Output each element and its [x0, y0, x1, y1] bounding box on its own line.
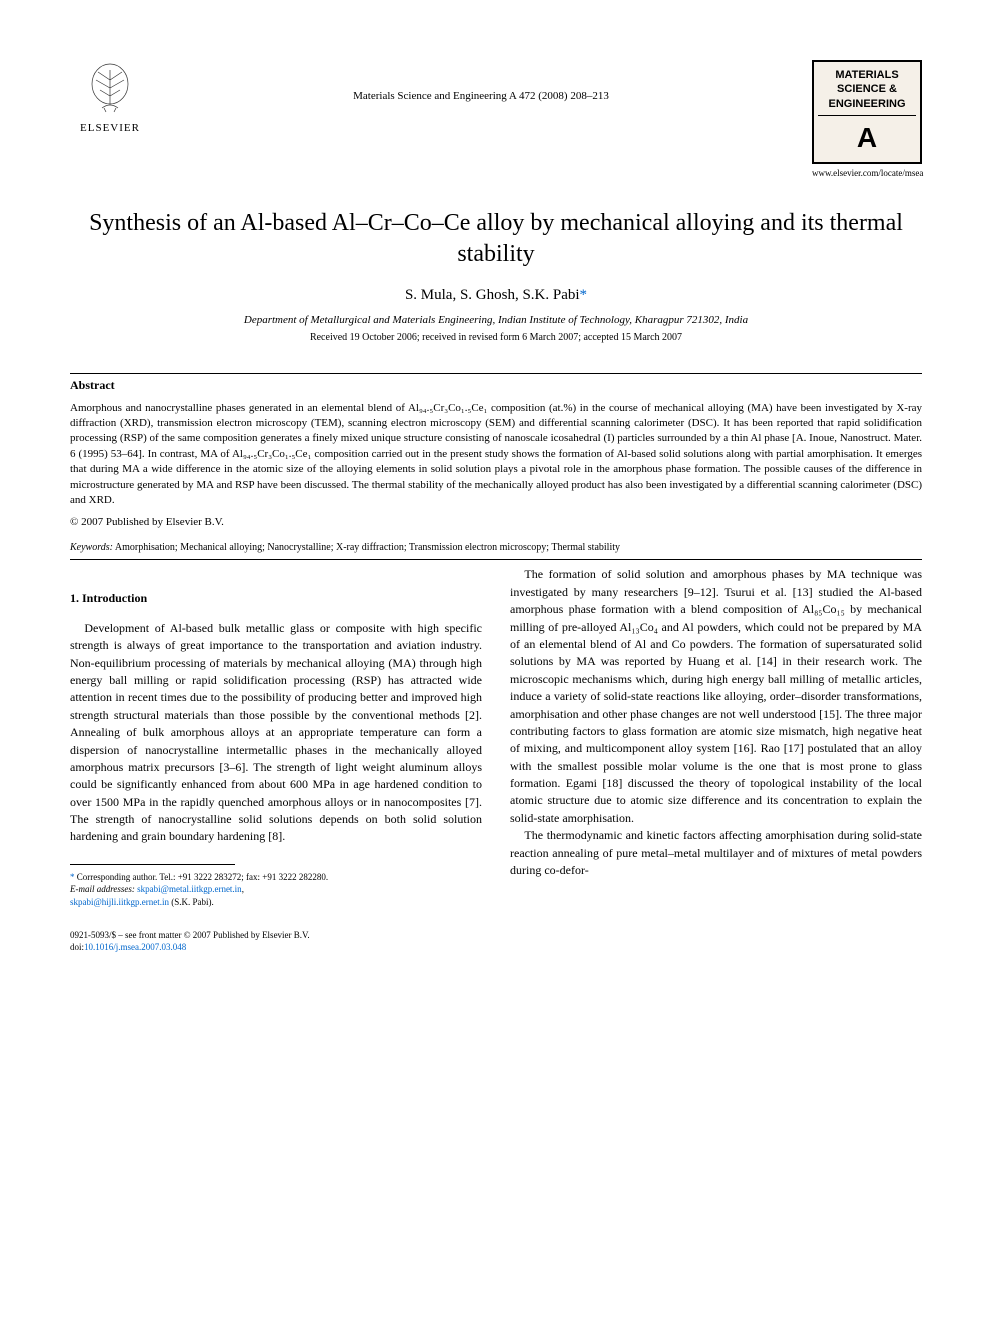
elsevier-label: ELSEVIER [80, 122, 140, 134]
email-link[interactable]: skpabi@metal.iitkgp.ernet.in [137, 884, 242, 894]
abstract-text: Amorphous and nanocrystalline phases gen… [70, 401, 922, 509]
footer-line: 0921-5093/$ – see front matter © 2007 Pu… [70, 929, 922, 942]
header-row: ELSEVIER Materials Science and Engineeri… [70, 60, 922, 178]
keywords-label: Keywords: [70, 542, 113, 553]
journal-logo-line: MATERIALS [818, 68, 916, 82]
section-heading: 1. Introduction [70, 590, 482, 607]
footer: 0921-5093/$ – see front matter © 2007 Pu… [70, 929, 922, 954]
keywords-text: Amorphisation; Mechanical alloying; Nano… [113, 542, 620, 553]
keywords: Keywords: Amorphisation; Mechanical allo… [70, 542, 922, 553]
left-column: 1. Introduction Development of Al-based … [70, 566, 482, 908]
divider [70, 373, 922, 374]
journal-logo-box: MATERIALS SCIENCE & ENGINEERING A [812, 60, 922, 164]
journal-url: www.elsevier.com/locate/msea [812, 168, 922, 178]
dates: Received 19 October 2006; received in re… [70, 332, 922, 343]
journal-logo-line: ENGINEERING [818, 97, 916, 111]
copyright: © 2007 Published by Elsevier B.V. [70, 516, 922, 528]
elsevier-logo: ELSEVIER [70, 60, 150, 134]
body-paragraph: The formation of solid solution and amor… [510, 566, 922, 827]
footnote-block: * Corresponding author. Tel.: +91 3222 2… [70, 871, 482, 909]
footnote-separator [70, 864, 235, 865]
body-paragraph: The thermodynamic and kinetic factors af… [510, 827, 922, 879]
journal-logo-letter: A [818, 120, 916, 156]
authors: S. Mula, S. Ghosh, S.K. Pabi* [70, 287, 922, 304]
right-column: The formation of solid solution and amor… [510, 566, 922, 908]
doi-label: doi: [70, 942, 84, 952]
email-label: E-mail addresses: [70, 884, 135, 894]
journal-logo-line: SCIENCE & [818, 82, 916, 96]
journal-logo: MATERIALS SCIENCE & ENGINEERING A www.el… [812, 60, 922, 178]
doi-link[interactable]: 10.1016/j.msea.2007.03.048 [84, 942, 186, 952]
body-paragraph: Development of Al-based bulk metallic gl… [70, 620, 482, 846]
affiliation: Department of Metallurgical and Material… [70, 314, 922, 326]
corresponding-mark: * [580, 287, 588, 303]
email-link[interactable]: skpabi@hijli.iitkgp.ernet.in [70, 897, 169, 907]
journal-reference: Materials Science and Engineering A 472 … [150, 60, 812, 102]
abstract-heading: Abstract [70, 378, 922, 393]
corresponding-mark: * [70, 872, 75, 882]
authors-text: S. Mula, S. Ghosh, S.K. Pabi [405, 287, 580, 303]
corresponding-text: Corresponding author. Tel.: +91 3222 283… [77, 872, 328, 882]
paper-title: Synthesis of an Al-based Al–Cr–Co–Ce all… [70, 208, 922, 270]
email-name: (S.K. Pabi). [169, 897, 214, 907]
elsevier-tree-icon [80, 60, 140, 120]
divider [70, 559, 922, 560]
body-columns: 1. Introduction Development of Al-based … [70, 566, 922, 908]
